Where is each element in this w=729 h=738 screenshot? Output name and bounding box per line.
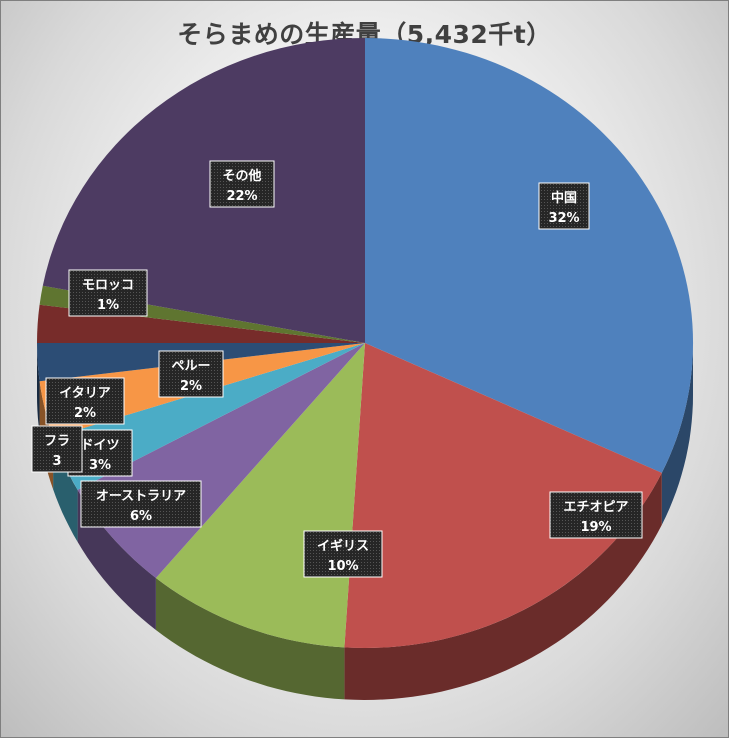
slice-10-label: その他 22% xyxy=(209,160,275,208)
label-box xyxy=(209,160,275,208)
label-percent: 22% xyxy=(226,189,257,204)
label-category: フラ xyxy=(44,434,70,449)
label-category: イギリス xyxy=(317,538,369,554)
label-box xyxy=(303,530,383,578)
slice-1-side xyxy=(661,343,693,525)
slice-2-side xyxy=(344,472,662,700)
slice-3-side xyxy=(155,578,345,700)
label-category: その他 xyxy=(222,168,261,184)
label-percent: 3 xyxy=(52,454,61,469)
label-percent: 6% xyxy=(130,509,152,524)
label-category: 中国 xyxy=(551,190,577,206)
label-box xyxy=(31,425,83,473)
label-percent: 3% xyxy=(89,458,111,473)
slice-9-label: モロッコ 1% xyxy=(68,269,148,317)
slice-4-label: オーストラリア 6% xyxy=(80,480,202,528)
label-percent: 32% xyxy=(548,211,579,226)
slice-1 xyxy=(365,37,694,473)
label-category: オーストラリア xyxy=(96,489,186,504)
label-percent: 10% xyxy=(327,559,358,574)
slice-1-label: 中国 32% xyxy=(538,182,590,230)
label-box xyxy=(538,182,590,230)
label-box xyxy=(80,480,202,528)
label-percent: 19% xyxy=(580,520,611,535)
label-box xyxy=(45,377,125,425)
slice-7-label: イタリア 2% xyxy=(45,377,125,425)
label-box xyxy=(549,491,643,539)
slice-3-label: イギリス 10% xyxy=(303,530,383,578)
label-category: モロッコ xyxy=(82,278,134,293)
label-box xyxy=(68,269,148,317)
slice-2 xyxy=(344,343,662,649)
label-percent: 2% xyxy=(180,379,202,394)
slice-10 xyxy=(42,37,366,343)
slice-6-label: フラ 3 xyxy=(31,425,83,473)
label-percent: 2% xyxy=(74,406,96,421)
slice-2-label: エチオピア 19% xyxy=(549,491,643,539)
label-category: エチオピア xyxy=(563,500,628,515)
label-category: ペルー xyxy=(171,359,210,374)
label-category: ドイツ xyxy=(80,438,119,453)
label-box xyxy=(158,350,224,398)
slice-7-side xyxy=(37,343,40,434)
label-percent: 1% xyxy=(97,298,119,313)
label-category: イタリア xyxy=(59,386,110,401)
slice-8-label: ペルー 2% xyxy=(158,350,224,398)
